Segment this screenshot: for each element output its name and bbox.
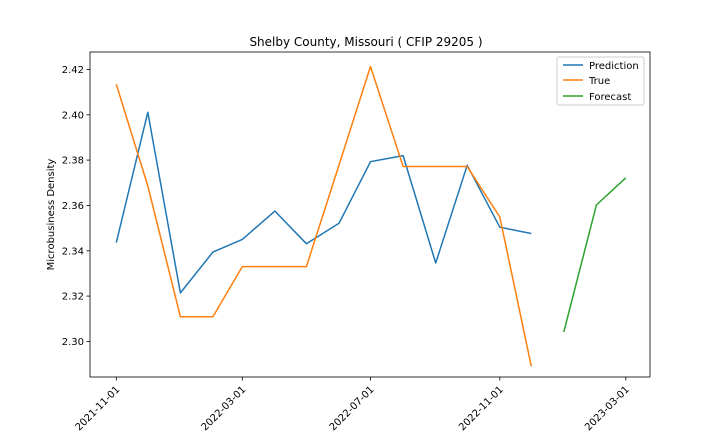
data-point-true <box>338 164 340 166</box>
data-point-prediction <box>212 251 214 253</box>
data-point-prediction <box>499 226 501 228</box>
data-point-true <box>435 165 437 167</box>
data-point-prediction <box>435 262 437 264</box>
legend-label-prediction: Prediction <box>589 61 639 72</box>
data-point-true <box>530 365 532 367</box>
data-point-prediction <box>338 222 340 224</box>
data-point-prediction <box>274 210 276 212</box>
chart-title: Shelby County, Missouri ( CFIP 29205 ) <box>249 35 482 49</box>
y-axis: 2.30 2.32 2.34 2.36 2.38 2.40 2.42 <box>62 65 90 348</box>
series-line-prediction <box>115 111 532 294</box>
y-tick-label: 2.38 <box>62 156 84 167</box>
y-tick-label: 2.34 <box>62 246 84 257</box>
y-tick-label: 2.36 <box>62 201 84 212</box>
data-point-prediction <box>305 243 307 245</box>
data-point-true <box>212 316 214 318</box>
data-point-true <box>179 316 181 318</box>
data-point-true <box>274 265 276 267</box>
data-point-forecast <box>625 177 627 179</box>
data-point-prediction <box>115 241 117 243</box>
data-point-prediction <box>147 111 149 113</box>
y-tick-label: 2.42 <box>62 65 84 76</box>
legend-label-true: True <box>588 76 610 87</box>
y-axis-label: Microbusiness Density <box>46 159 57 271</box>
plot-frame <box>89 51 651 378</box>
data-point-true <box>147 185 149 187</box>
data-point-prediction <box>241 238 243 240</box>
data-point-true <box>241 265 243 267</box>
data-point-prediction <box>179 292 181 294</box>
y-tick-label: 2.32 <box>62 292 84 303</box>
series-line-true <box>115 65 533 367</box>
plot-area <box>115 65 627 367</box>
y-tick-label: 2.40 <box>62 110 84 121</box>
data-point-true <box>369 65 371 67</box>
data-point-true <box>402 165 404 167</box>
data-point-true <box>115 83 117 85</box>
data-point-forecast <box>595 204 597 206</box>
data-point-forecast <box>563 331 565 333</box>
legend-label-forecast: Forecast <box>589 92 631 103</box>
data-point-prediction <box>369 161 371 163</box>
y-tick-label: 2.30 <box>62 337 84 348</box>
series-line-forecast <box>563 177 627 333</box>
data-point-prediction <box>402 154 404 156</box>
data-point-true <box>305 265 307 267</box>
data-point-true <box>466 165 468 167</box>
legend-box <box>556 56 645 106</box>
legend: Prediction True Forecast <box>556 56 645 106</box>
data-point-prediction <box>530 232 532 234</box>
data-point-true <box>499 216 501 218</box>
